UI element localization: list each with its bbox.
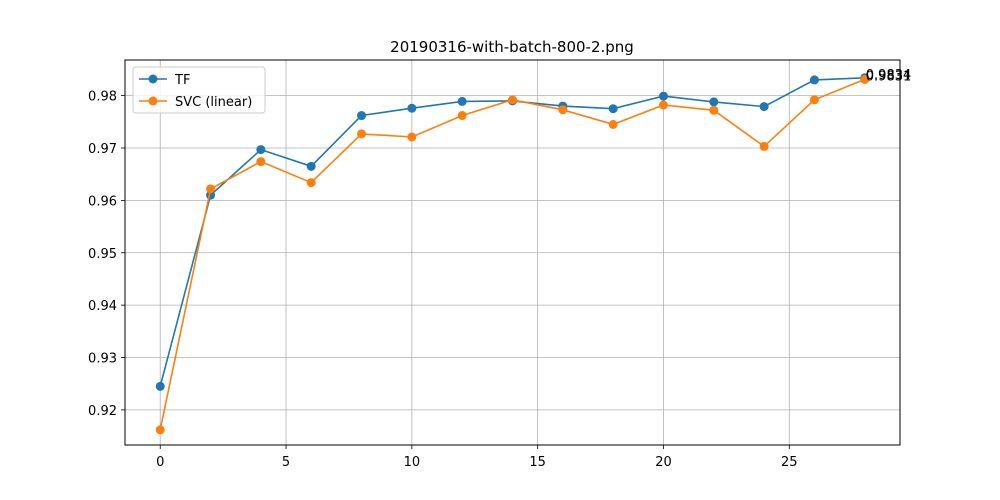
series-line-1: [159, 78, 866, 430]
data-point: [709, 105, 719, 115]
x-tick-label: 0: [156, 455, 164, 470]
y-tick-label: 0.92: [88, 404, 117, 419]
data-point: [608, 104, 618, 114]
data-point: [155, 381, 165, 391]
end-value-label: 0.9831: [866, 69, 912, 84]
data-point: [357, 111, 367, 121]
legend-marker-1: [148, 96, 158, 106]
y-tick-label: 0.95: [88, 247, 117, 262]
x-tick-label: 25: [781, 455, 798, 470]
data-point: [407, 132, 417, 142]
grid: [125, 60, 900, 445]
x-tick-label: 5: [282, 455, 290, 470]
y-tick-label: 0.93: [88, 352, 117, 367]
data-point: [508, 95, 517, 105]
data-point: [558, 105, 568, 115]
x-tick-label: 10: [404, 455, 421, 470]
data-point: [457, 111, 467, 121]
data-point: [256, 145, 266, 155]
legend: TF SVC (linear): [132, 66, 266, 114]
series-layer: [155, 73, 870, 435]
data-point: [306, 178, 316, 188]
x-tick-label: 15: [529, 455, 546, 470]
data-point: [155, 425, 165, 435]
chart-title: 20190316-with-batch-800-2.png: [390, 38, 634, 56]
series-line-0: [159, 77, 865, 387]
data-point: [256, 157, 266, 167]
y-tick-label: 0.98: [88, 90, 117, 105]
data-point: [709, 97, 719, 107]
legend-marker-0: [148, 74, 158, 84]
x-tick-label: 20: [655, 455, 672, 470]
data-point: [759, 141, 769, 151]
data-point: [809, 95, 819, 105]
data-point: [457, 96, 467, 106]
data-point: [809, 75, 819, 85]
legend-label-0: TF: [174, 73, 190, 88]
axes: 0 5 10 15 20 25 0.92 0.93 0.94 0.95 0.96 0.97 0.98: [88, 90, 798, 470]
data-point: [658, 91, 668, 101]
data-point: [357, 129, 367, 139]
data-point: [658, 100, 668, 110]
legend-label-1: SVC (linear): [175, 95, 252, 110]
data-point: [759, 102, 769, 112]
y-tick-label: 0.94: [88, 299, 117, 314]
y-tick-label: 0.96: [88, 194, 117, 209]
data-point: [860, 74, 870, 84]
y-tick-label: 0.97: [88, 142, 117, 157]
data-point: [206, 184, 216, 194]
data-point: [306, 161, 316, 171]
data-point: [608, 119, 618, 129]
data-point: [407, 103, 417, 113]
